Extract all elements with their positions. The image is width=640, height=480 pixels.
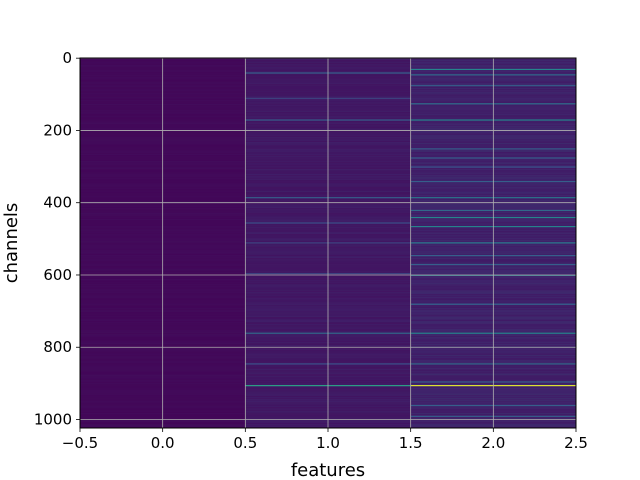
x-tick-label: 0.0: [151, 434, 175, 452]
y-tick-label: 200: [43, 121, 72, 139]
y-axis-label: channels: [1, 203, 22, 284]
x-tick-label: −0.5: [62, 434, 98, 452]
x-axis-label: features: [291, 460, 365, 480]
y-tick-label: 1000: [34, 411, 72, 429]
x-tick-label: 1.5: [399, 434, 423, 452]
y-tick-label: 600: [43, 266, 72, 284]
y-axis-ticks: 0 200 400 600 800 1000: [34, 49, 80, 429]
x-tick-label: 2.0: [481, 434, 505, 452]
x-axis-ticks: −0.5 0.0 0.5 1.0 1.5 2.0 2.5: [62, 428, 588, 452]
x-tick-label: 2.5: [564, 434, 588, 452]
y-tick-label: 400: [43, 194, 72, 212]
y-tick-label: 0: [62, 49, 72, 67]
y-tick-label: 800: [43, 338, 72, 356]
x-tick-label: 1.0: [316, 434, 340, 452]
x-tick-label: 0.5: [233, 434, 257, 452]
